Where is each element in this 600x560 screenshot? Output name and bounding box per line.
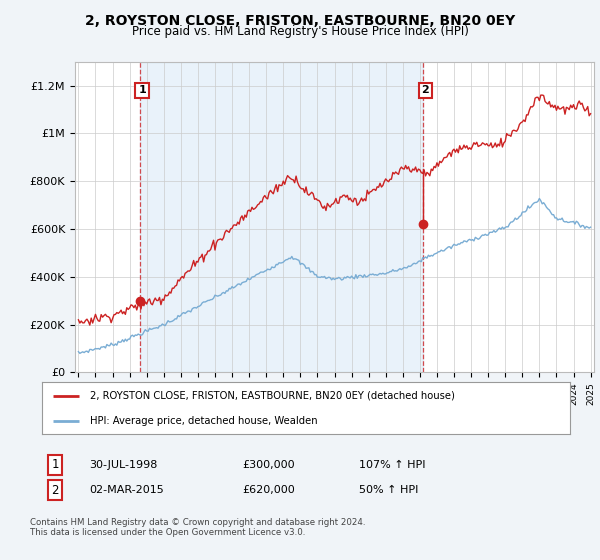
Text: 02-MAR-2015: 02-MAR-2015 xyxy=(89,485,164,495)
Text: 30-JUL-1998: 30-JUL-1998 xyxy=(89,460,158,470)
Text: Price paid vs. HM Land Registry's House Price Index (HPI): Price paid vs. HM Land Registry's House … xyxy=(131,25,469,38)
Text: HPI: Average price, detached house, Wealden: HPI: Average price, detached house, Weal… xyxy=(89,416,317,426)
Text: 1: 1 xyxy=(138,85,146,95)
Text: £300,000: £300,000 xyxy=(242,460,295,470)
Text: 2, ROYSTON CLOSE, FRISTON, EASTBOURNE, BN20 0EY (detached house): 2, ROYSTON CLOSE, FRISTON, EASTBOURNE, B… xyxy=(89,391,454,401)
Text: 2: 2 xyxy=(421,85,429,95)
Text: Contains HM Land Registry data © Crown copyright and database right 2024.
This d: Contains HM Land Registry data © Crown c… xyxy=(30,518,365,538)
Text: 107% ↑ HPI: 107% ↑ HPI xyxy=(359,460,425,470)
Text: 50% ↑ HPI: 50% ↑ HPI xyxy=(359,485,418,495)
Bar xyxy=(140,62,423,372)
Text: £620,000: £620,000 xyxy=(242,485,295,495)
Text: 1: 1 xyxy=(52,458,59,472)
Text: 2, ROYSTON CLOSE, FRISTON, EASTBOURNE, BN20 0EY: 2, ROYSTON CLOSE, FRISTON, EASTBOURNE, B… xyxy=(85,14,515,28)
Text: 2: 2 xyxy=(52,483,59,497)
